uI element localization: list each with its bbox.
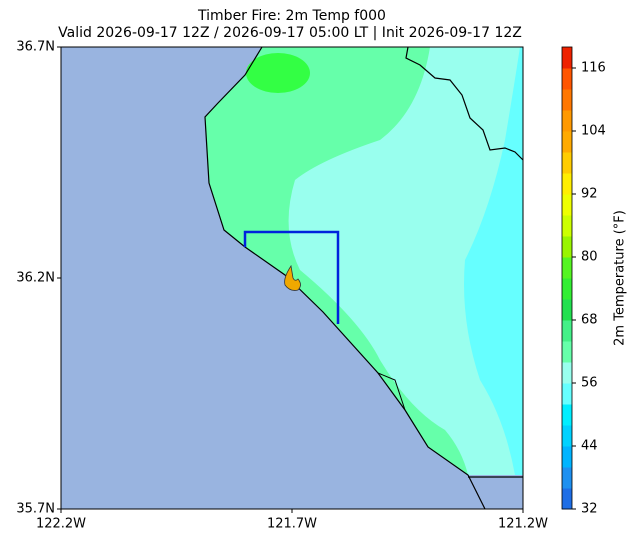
fire-icon xyxy=(284,264,301,291)
map xyxy=(60,46,524,510)
cool-region xyxy=(464,47,523,475)
y-tick-label: 36.2N xyxy=(16,271,55,286)
colorbar-band xyxy=(562,215,572,237)
warm-region xyxy=(205,47,468,475)
colorbar-band xyxy=(562,89,572,111)
colorbar-band xyxy=(562,152,572,174)
y-tick-label: 36.7N xyxy=(16,40,55,55)
colorbar-band xyxy=(562,320,572,342)
colorbar-tick-label: 80 xyxy=(581,250,598,265)
colorbar-band xyxy=(562,173,572,195)
colorbar-band xyxy=(562,404,572,426)
colorbar-band xyxy=(562,110,572,132)
colorbar-band xyxy=(562,278,572,300)
subtitle: Valid 2026-09-17 12Z / 2026-09-17 05:00 … xyxy=(58,25,522,41)
x-tick-label: 122.2W xyxy=(36,517,86,532)
y-tick-label: 35.7N xyxy=(16,502,55,517)
colorbar-tick-label: 68 xyxy=(581,313,598,328)
colorbar-band xyxy=(562,341,572,363)
colorbar-label: 2m Temperature (°F) xyxy=(613,210,628,346)
x-tick-label: 121.7W xyxy=(267,517,317,532)
colorbar-band xyxy=(562,194,572,216)
county-line xyxy=(377,372,406,411)
colorbar-band xyxy=(562,467,572,489)
colorbar-band xyxy=(562,257,572,279)
colorbar-band xyxy=(562,47,572,69)
colorbar-tick-label: 44 xyxy=(581,439,598,454)
colorbar-tick-label: 104 xyxy=(581,124,606,139)
colorbar-band xyxy=(562,236,572,258)
colorbar-tick-label: 116 xyxy=(581,61,606,76)
colorbar-tick-label: 92 xyxy=(581,187,598,202)
colorbar-band xyxy=(562,488,572,510)
x-tick-label: 121.2W xyxy=(498,517,548,532)
colorbar-tick-label: 56 xyxy=(581,376,598,391)
county-line xyxy=(405,46,524,161)
colorbar-band xyxy=(562,299,572,321)
colorbar-band xyxy=(562,425,572,447)
colorbar-tick-label: 32 xyxy=(581,502,598,517)
colorbar-band xyxy=(562,68,572,90)
coastline xyxy=(204,46,486,510)
warm-spot xyxy=(246,53,310,93)
colorbar-band xyxy=(562,446,572,468)
colorbar-band xyxy=(562,131,572,153)
title: Timber Fire: 2m Temp f000 xyxy=(197,8,386,24)
fire-domain-box xyxy=(243,230,340,324)
colorbar-band xyxy=(562,362,572,384)
colorbar-frame xyxy=(561,46,573,510)
colorbar-band xyxy=(562,383,572,405)
